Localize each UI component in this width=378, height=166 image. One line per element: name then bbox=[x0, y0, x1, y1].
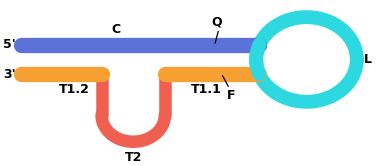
Text: T1.1: T1.1 bbox=[191, 83, 222, 96]
Text: L: L bbox=[364, 53, 372, 66]
Text: C: C bbox=[112, 23, 121, 36]
Text: 5': 5' bbox=[3, 38, 16, 51]
Text: T2: T2 bbox=[124, 151, 142, 164]
Text: F: F bbox=[226, 89, 235, 102]
Text: Q: Q bbox=[212, 15, 222, 28]
Text: 3': 3' bbox=[3, 68, 16, 81]
Text: T1.2: T1.2 bbox=[59, 83, 90, 96]
